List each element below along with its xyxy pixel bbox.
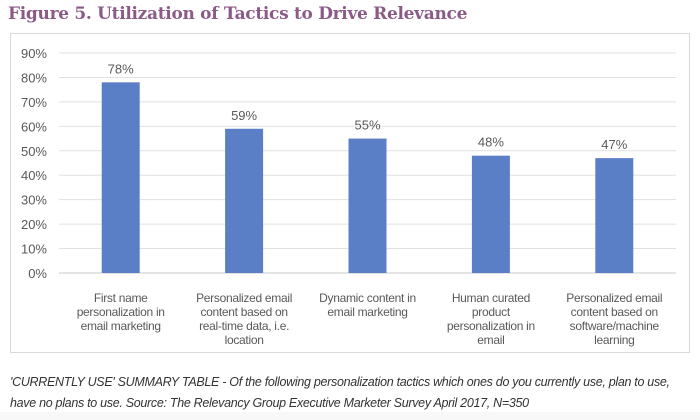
data-label: 47% [601,137,627,152]
x-tick-label: email marketing [327,305,407,319]
data-label: 78% [108,61,134,76]
y-tick-label: 40% [21,168,47,183]
chart-title: Figure 5. Utilization of Tactics to Driv… [8,4,468,24]
bar [225,128,264,273]
data-label: 48% [478,135,504,150]
x-tick-label: Personalized email [196,291,292,305]
bar [471,155,510,273]
x-tick-label: email marketing [81,319,161,333]
x-tick-label: email [477,333,504,347]
page-bottom [0,412,700,420]
x-tick-label: content based on [200,305,287,319]
x-tick-label: product [472,305,511,319]
x-tick-label: Human curated [452,291,530,305]
y-tick-label: 70% [21,95,47,110]
x-tick-label: First name [94,291,148,305]
x-tick-label: content based on [571,305,658,319]
x-tick-label: location [225,333,264,347]
bar [101,82,140,273]
chart-frame: 0% 10% 20% 30% 40% 50% 60% 70% 80% 90% 78% First na… [10,33,690,353]
figure-caption: 'CURRENTLY USE' SUMMARY TABLE - Of the f… [10,375,670,410]
x-tick-label: learning [594,333,634,347]
y-tick-label: 0% [28,266,47,281]
y-tick-label: 80% [21,70,47,85]
y-tick-label: 50% [21,144,47,159]
y-tick-label: 90% [21,46,47,61]
x-tick-label: personalization in [77,305,165,319]
x-tick-label: Personalized email [566,291,662,305]
x-tick-label: software/machine [570,319,660,333]
data-label: 55% [354,118,380,133]
bar [348,138,387,273]
y-tick-label: 10% [21,242,47,257]
data-label: 59% [231,108,257,123]
bar [595,158,634,273]
y-tick-label: 30% [21,193,47,208]
x-tick-label: real-time data, i.e. [199,319,289,333]
bar-chart: 0% 10% 20% 30% 40% 50% 60% 70% 80% 90% 78% First na… [21,46,676,347]
y-tick-label: 60% [21,119,47,134]
x-tick-label: personalization in [447,319,535,333]
y-tick-label: 20% [21,217,47,232]
x-tick-label: Dynamic content in [319,291,416,305]
